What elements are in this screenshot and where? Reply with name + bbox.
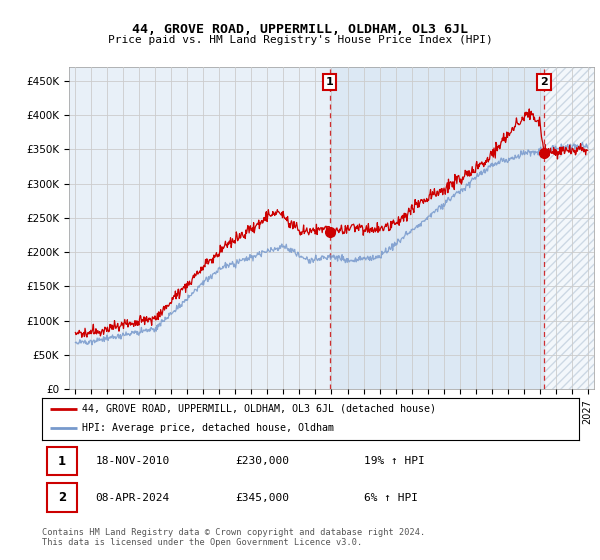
Text: 1: 1 (326, 77, 334, 87)
FancyBboxPatch shape (47, 447, 77, 475)
Text: 08-APR-2024: 08-APR-2024 (96, 493, 170, 502)
Bar (329, 67, 544, 389)
Bar (544, 67, 600, 389)
Text: 2: 2 (540, 77, 548, 87)
Text: 18-NOV-2010: 18-NOV-2010 (96, 456, 170, 466)
Text: Contains HM Land Registry data © Crown copyright and database right 2024.
This d: Contains HM Land Registry data © Crown c… (42, 528, 425, 547)
FancyBboxPatch shape (47, 483, 77, 512)
Text: Price paid vs. HM Land Registry's House Price Index (HPI): Price paid vs. HM Land Registry's House … (107, 35, 493, 45)
Text: 1: 1 (58, 455, 66, 468)
Text: 44, GROVE ROAD, UPPERMILL, OLDHAM, OL3 6JL (detached house): 44, GROVE ROAD, UPPERMILL, OLDHAM, OL3 6… (82, 404, 436, 414)
Text: 6% ↑ HPI: 6% ↑ HPI (364, 493, 418, 502)
Text: 44, GROVE ROAD, UPPERMILL, OLDHAM, OL3 6JL: 44, GROVE ROAD, UPPERMILL, OLDHAM, OL3 6… (132, 22, 468, 36)
Text: 19% ↑ HPI: 19% ↑ HPI (364, 456, 425, 466)
Bar (544, 67, 600, 389)
Text: HPI: Average price, detached house, Oldham: HPI: Average price, detached house, Oldh… (82, 423, 334, 433)
Text: 2: 2 (58, 491, 66, 504)
Text: £230,000: £230,000 (235, 456, 289, 466)
Text: £345,000: £345,000 (235, 493, 289, 502)
